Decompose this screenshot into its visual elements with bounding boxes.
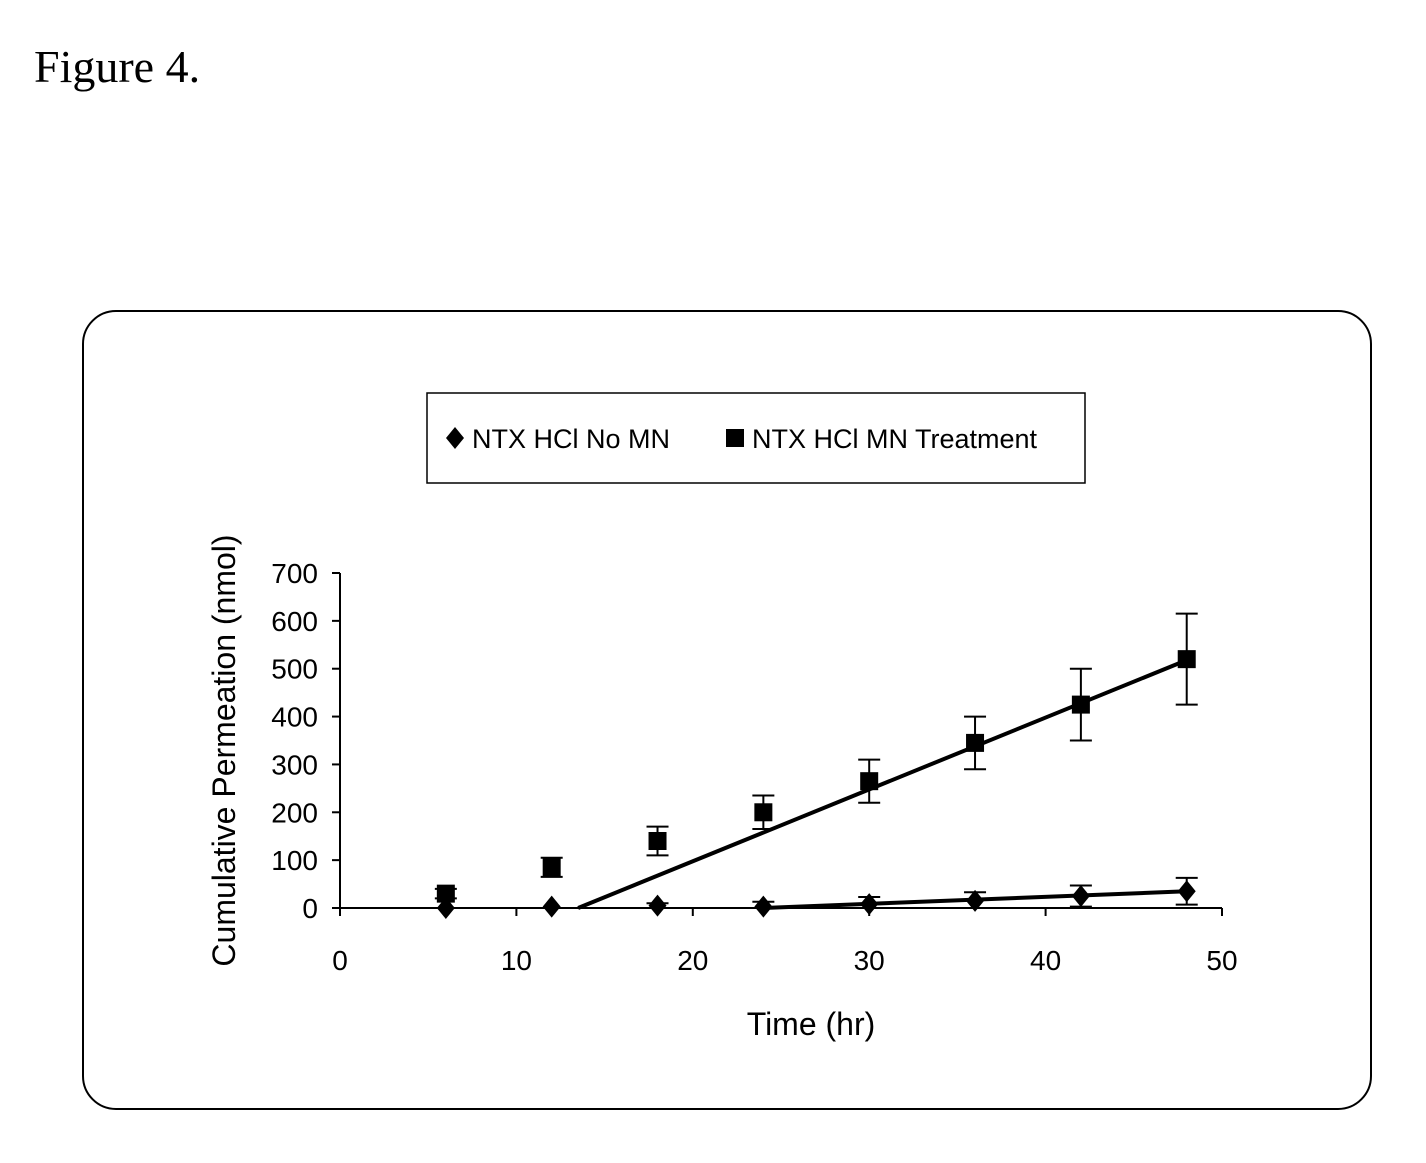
y-tick-label: 600 xyxy=(271,606,318,637)
data-point-series-1 xyxy=(1178,880,1196,902)
data-point-series-1 xyxy=(649,895,667,917)
data-point-series-2 xyxy=(966,734,984,752)
y-axis-label: Cumulative Permeation (nmol) xyxy=(206,534,242,966)
y-tick-label: 500 xyxy=(271,654,318,685)
x-tick-label: 0 xyxy=(332,945,348,976)
x-tick-label: 10 xyxy=(501,945,532,976)
y-tick-label: 200 xyxy=(271,797,318,828)
x-axis-label: Time (hr) xyxy=(747,1006,876,1042)
data-point-series-2 xyxy=(860,772,878,790)
data-point-series-1 xyxy=(543,896,561,918)
y-tick-label: 100 xyxy=(271,845,318,876)
y-tick-label: 400 xyxy=(271,702,318,733)
data-point-series-2 xyxy=(437,885,455,903)
y-tick-label: 300 xyxy=(271,749,318,780)
data-point-series-2 xyxy=(649,832,667,850)
legend-label-2: NTX HCl MN Treatment xyxy=(752,424,1038,454)
data-point-series-2 xyxy=(1178,650,1196,668)
x-tick-label: 50 xyxy=(1206,945,1237,976)
data-point-series-2 xyxy=(543,858,561,876)
trendline-2 xyxy=(578,660,1187,908)
legend-label-1: NTX HCl No MN xyxy=(472,424,670,454)
data-point-series-2 xyxy=(1072,696,1090,714)
y-tick-label: 700 xyxy=(271,558,318,589)
data-point-series-1 xyxy=(754,896,772,918)
x-tick-label: 20 xyxy=(677,945,708,976)
data-point-series-1 xyxy=(1072,885,1090,907)
x-tick-label: 30 xyxy=(854,945,885,976)
x-tick-label: 40 xyxy=(1030,945,1061,976)
legend-marker-2 xyxy=(726,429,744,447)
y-tick-label: 0 xyxy=(302,893,318,924)
data-point-series-2 xyxy=(754,803,772,821)
